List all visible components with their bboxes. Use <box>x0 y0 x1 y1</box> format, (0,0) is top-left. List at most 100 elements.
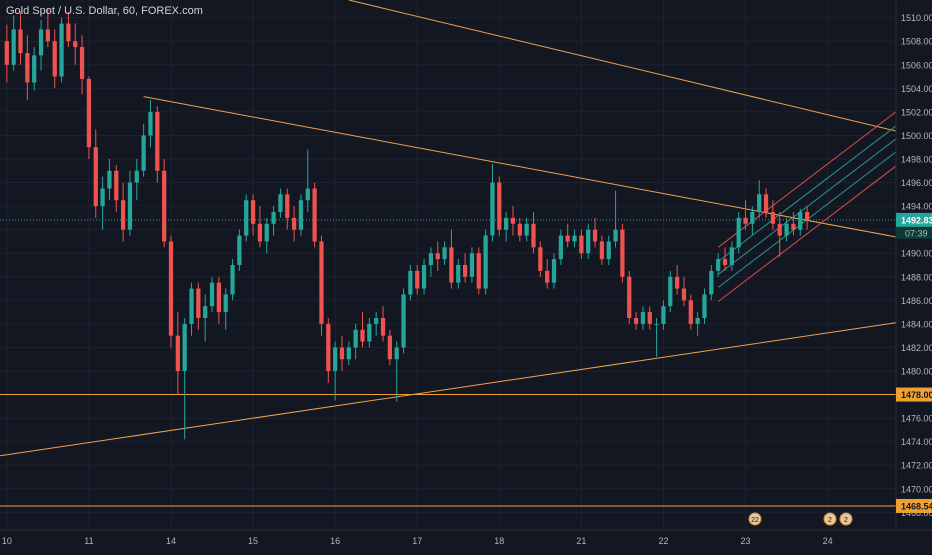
candle-body <box>134 170 139 183</box>
candle-body <box>162 170 167 242</box>
candle-body <box>654 323 659 325</box>
trendline-1 <box>348 0 896 132</box>
candle-body <box>59 23 64 77</box>
candle-body <box>298 200 304 230</box>
candle <box>230 259 235 301</box>
price-tick-label: 1500.00 <box>901 131 932 141</box>
candle <box>709 265 714 301</box>
plot-layer <box>0 0 896 507</box>
price-label-text: 1492.83 <box>901 215 932 225</box>
candle-body <box>476 253 481 289</box>
candle <box>469 247 475 283</box>
candle <box>504 212 509 242</box>
candle-body <box>168 241 174 336</box>
candle-body <box>620 229 625 277</box>
candle <box>271 206 276 236</box>
candle-body <box>66 23 71 42</box>
symbol-title[interactable]: Gold Spot / U.S. Dollar, 60, FOREX.com <box>6 5 203 17</box>
candle-body <box>592 229 598 242</box>
time-tick-label: 10 <box>2 536 12 546</box>
candle <box>216 276 221 324</box>
candle-body <box>668 276 673 307</box>
candle-body <box>155 111 160 171</box>
candle-body <box>175 335 180 371</box>
candle <box>688 294 693 330</box>
candle <box>627 270 632 324</box>
event-badge-count: 22 <box>751 517 759 524</box>
candle <box>442 241 447 265</box>
candle <box>374 312 379 336</box>
candle <box>73 23 78 65</box>
candle-body <box>647 312 652 324</box>
candle <box>449 229 454 289</box>
candle <box>38 20 44 71</box>
time-tick-label: 22 <box>658 536 668 546</box>
candle-body <box>148 111 153 136</box>
time-axis-background <box>0 530 932 550</box>
candle-body <box>798 212 803 230</box>
candle-body <box>640 312 646 324</box>
candle-body <box>421 265 427 289</box>
candle-body <box>216 282 221 313</box>
candle-body <box>250 200 256 224</box>
candle <box>722 247 728 271</box>
candle-body <box>312 188 317 242</box>
candle <box>114 164 119 212</box>
candle <box>517 217 522 242</box>
candle-body <box>32 55 37 83</box>
candle <box>545 259 550 289</box>
candle <box>695 312 700 336</box>
candle <box>524 217 529 242</box>
candle <box>339 335 345 371</box>
candle <box>353 323 358 360</box>
candle <box>394 341 399 402</box>
candle <box>675 265 680 295</box>
candle-body <box>319 241 324 324</box>
candle <box>319 235 324 336</box>
candle-body <box>784 223 789 236</box>
candle-body <box>285 194 290 218</box>
price-tick-label: 1494.00 <box>901 202 932 212</box>
candle <box>421 259 427 295</box>
candle <box>654 318 659 357</box>
candle <box>510 206 516 236</box>
candle <box>661 300 666 330</box>
time-tick-label: 11 <box>84 536 93 546</box>
candle-body <box>100 188 105 207</box>
candle-body <box>716 259 721 271</box>
candle <box>490 163 495 242</box>
candle <box>716 253 721 277</box>
candle <box>784 217 789 242</box>
candle <box>305 149 310 212</box>
price-tick-label: 1474.00 <box>901 437 932 447</box>
candle-body <box>93 147 98 207</box>
candle <box>4 24 9 83</box>
candle-body <box>462 265 468 277</box>
candle <box>592 217 598 248</box>
candle-body <box>394 347 399 360</box>
candle <box>79 35 85 95</box>
candle-body <box>114 170 119 201</box>
candle-body <box>709 270 714 295</box>
candle-body <box>333 347 338 371</box>
candle <box>134 159 139 201</box>
candle-body <box>11 29 16 65</box>
candles <box>4 8 810 440</box>
candle-body <box>360 329 365 342</box>
price-tick-label: 1506.00 <box>901 60 932 70</box>
candle <box>380 306 386 342</box>
candle <box>203 294 208 342</box>
countdown-background <box>896 226 932 239</box>
price-tick-label: 1486.00 <box>901 296 932 306</box>
candle <box>770 200 776 230</box>
event-badge: 2 <box>823 512 837 526</box>
price-tick-label: 1502.00 <box>901 107 932 117</box>
candle <box>209 276 215 313</box>
candle-body <box>18 29 23 53</box>
candle <box>100 176 105 230</box>
candle-body <box>257 223 263 242</box>
candle <box>18 11 23 65</box>
